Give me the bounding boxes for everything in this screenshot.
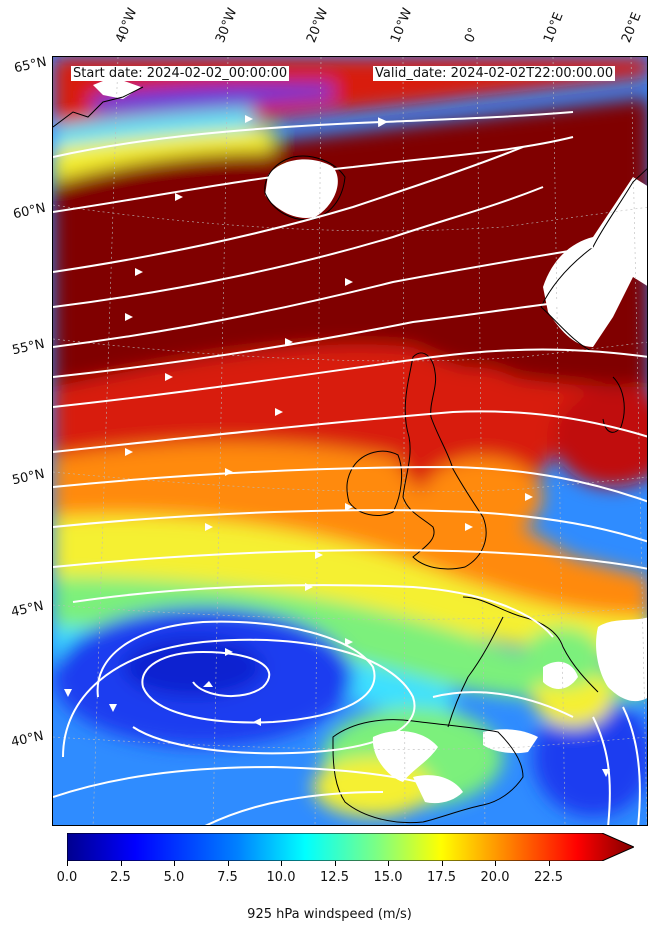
colorbar-tickmark <box>281 861 282 866</box>
valid-date-label: Valid_date: 2024-02-02T22:00:00.00 <box>373 66 616 81</box>
start-date-label: Start date: 2024-02-02_00:00:00 <box>71 66 290 81</box>
colorbar-tick-label: 5.0 <box>163 870 185 885</box>
lon-label-10e: 10°E <box>541 10 567 45</box>
lat-label-60n: 60°N <box>11 200 47 223</box>
lon-label-20e: 20°E <box>619 10 645 45</box>
colorbar-label: 925 hPa windspeed (m/s) <box>247 907 412 922</box>
colorbar-tickmark <box>227 861 229 866</box>
colorbar-tickmark <box>174 861 175 866</box>
lat-label-50n: 50°N <box>10 466 46 489</box>
colorbar-tick-label: 17.5 <box>427 870 456 885</box>
windspeed-field <box>53 57 647 825</box>
colorbar-tickmark <box>441 861 443 866</box>
colorbar-tickmark <box>67 861 68 866</box>
lon-label-0: 0° <box>462 25 482 45</box>
colorbar-tickmark <box>495 861 496 866</box>
lat-label-45n: 45°N <box>9 598 45 621</box>
windspeed-map[interactable]: Start date: 2024-02-02_00:00:00 Valid_da… <box>52 56 648 826</box>
colorbar-tick-label: 20.0 <box>480 870 510 885</box>
colorbar <box>67 833 634 861</box>
lon-label-10w: 10°W <box>388 6 416 45</box>
lat-label-40n: 40°N <box>9 728 45 751</box>
lon-label-20w: 20°W <box>304 6 332 45</box>
colorbar-tick-label: 22.5 <box>534 870 563 885</box>
streamline-arrows <box>64 115 610 777</box>
graticule <box>53 57 647 825</box>
colorbar-tick-label: 15.0 <box>373 870 403 885</box>
lon-label-30w: 30°W <box>213 6 241 45</box>
lon-label-40w: 40°W <box>113 6 141 45</box>
streamlines <box>53 111 647 825</box>
colorbar-tick-label: 0.0 <box>56 870 78 885</box>
colorbar-tickmark <box>388 861 389 866</box>
coastlines <box>53 86 647 824</box>
colorbar-tickmark <box>548 861 550 866</box>
colorbar-tickmark <box>120 861 122 866</box>
colorbar-tick-label: 10.0 <box>266 870 296 885</box>
lat-label-55n: 55°N <box>10 336 46 359</box>
masked-terrain <box>93 77 647 804</box>
colorbar-tick-label: 7.5 <box>217 870 238 885</box>
colorbar-tick-label: 12.5 <box>320 870 349 885</box>
colorbar-tick-label: 2.5 <box>110 870 131 885</box>
lat-label-65n: 65°N <box>12 54 48 77</box>
colorbar-tickmark <box>334 861 336 866</box>
